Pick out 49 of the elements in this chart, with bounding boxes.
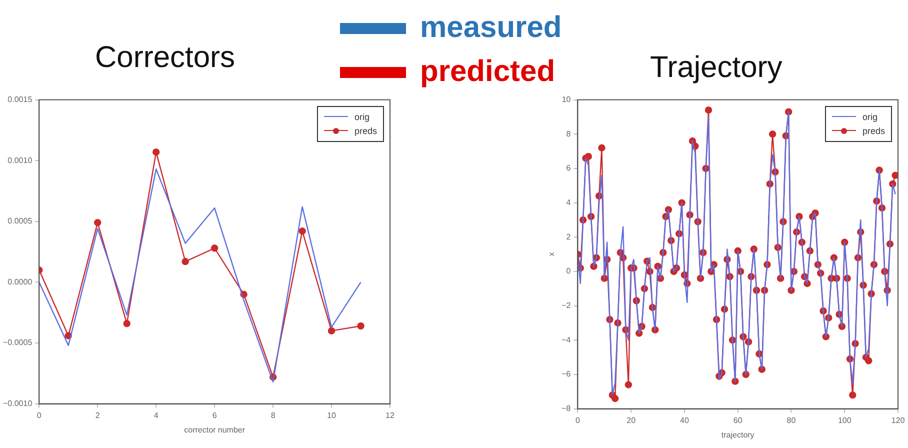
text: predicted	[420, 55, 556, 89]
x-tick-label: 80	[786, 416, 796, 425]
point	[182, 258, 189, 266]
y-tick-label: 10	[562, 95, 572, 104]
y-tick-label: −8	[562, 404, 572, 414]
point	[328, 327, 336, 334]
x-tick-label: 10	[327, 410, 337, 420]
point	[94, 219, 102, 226]
x-tick-label: 120	[891, 416, 906, 425]
y-tick-label: 0	[566, 266, 572, 276]
legend-label: orig	[862, 112, 878, 122]
point	[152, 148, 160, 156]
point	[210, 244, 218, 252]
x-tick-label: 4	[154, 410, 159, 420]
x-tick-label: 2	[95, 410, 100, 420]
x-tick-label: 8	[270, 410, 276, 420]
y-tick-label: −2	[562, 301, 572, 310]
x-axis-title: trajectory	[721, 430, 754, 440]
x-tick-label: 40	[680, 416, 690, 425]
y-tick-label: 0.0005	[8, 216, 33, 226]
x-tick-label: 12	[386, 410, 395, 420]
point	[123, 320, 130, 328]
y-tick-label: 6	[566, 164, 572, 173]
legend-label: preds	[862, 126, 885, 136]
x-tick-label: 60	[733, 416, 743, 425]
chart-title: Correctors	[95, 40, 236, 76]
x-tick-label: 6	[212, 410, 218, 420]
point	[357, 322, 364, 330]
y-axis-title: x	[547, 252, 556, 256]
point	[298, 228, 306, 235]
y-tick-label: 4	[566, 198, 572, 208]
x-tick-label: 20	[626, 416, 636, 425]
y-tick-label: 2	[566, 232, 572, 242]
y-tick-label: −0.0010	[3, 399, 33, 408]
y-tick-label: 0.0000	[8, 277, 33, 286]
y-tick-label: 0.0010	[8, 156, 33, 165]
x-tick-label: 100	[838, 416, 852, 425]
x-tick-label: 0	[575, 416, 580, 425]
x-axis-title: corrector number	[184, 425, 246, 434]
text: measured	[420, 11, 562, 45]
y-tick-label: −0.0005	[3, 338, 33, 348]
x-tick-label: 0	[36, 410, 42, 420]
legend-label: preds	[354, 126, 377, 136]
y-tick-label: 0.0015	[8, 95, 33, 104]
y-tick-label: −6	[562, 370, 572, 379]
chart-title: Trajectory	[650, 50, 782, 86]
legend-label: orig	[354, 112, 370, 122]
y-tick-label: −4	[562, 335, 572, 344]
y-tick-label: 8	[566, 129, 572, 138]
